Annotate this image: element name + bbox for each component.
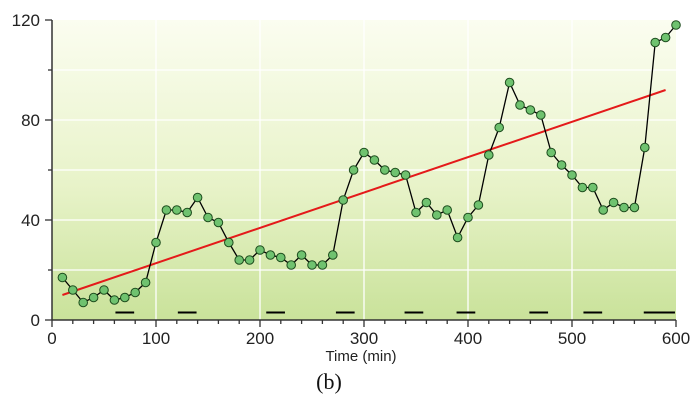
data-point — [328, 250, 338, 260]
data-point — [567, 170, 577, 180]
data-point — [307, 260, 317, 270]
data-point — [78, 297, 88, 308]
data-point — [234, 255, 244, 265]
data-point — [68, 285, 78, 295]
data-point — [442, 205, 453, 215]
data-point — [650, 37, 661, 48]
y-tick-label: 80 — [21, 111, 40, 130]
x-tick-label: 600 — [662, 329, 690, 348]
data-point — [140, 277, 151, 288]
data-point — [536, 110, 546, 120]
data-point — [494, 122, 505, 133]
figure-caption: (b) — [316, 369, 342, 394]
data-point — [504, 77, 515, 88]
data-point — [369, 155, 380, 165]
axes — [45, 19, 677, 327]
x-tick-label: 100 — [142, 329, 170, 348]
data-point — [577, 182, 588, 193]
data-point — [244, 255, 255, 265]
data-point — [515, 100, 525, 110]
x-tick-label: 200 — [246, 329, 274, 348]
data-point — [276, 252, 286, 263]
data-point — [120, 292, 130, 303]
data-point — [213, 217, 224, 228]
data-point — [432, 210, 442, 220]
x-tick-label: 500 — [558, 329, 586, 348]
data-point — [286, 260, 297, 270]
data-point — [640, 142, 650, 153]
data-point — [161, 205, 172, 215]
data-point — [57, 272, 68, 283]
data-point — [265, 250, 276, 260]
data-point — [317, 260, 328, 270]
data-point — [525, 105, 536, 115]
y-tick-label: 0 — [31, 311, 40, 330]
grid-lines — [52, 20, 676, 320]
data-point — [619, 202, 629, 213]
tick-labels: 0 40 80 120 0 100 200 300 400 500 600 — [12, 11, 691, 348]
trend-line — [62, 89, 666, 296]
data-point — [182, 207, 192, 218]
y-tick-label: 40 — [21, 211, 40, 230]
data-point — [151, 237, 161, 248]
y-tick-label: 120 — [12, 11, 40, 30]
data-point — [473, 200, 484, 210]
data-point — [452, 232, 463, 243]
data-point — [348, 165, 359, 175]
data-point — [400, 170, 411, 180]
data-point — [172, 205, 182, 215]
data-point — [109, 295, 120, 305]
data-point — [130, 287, 140, 298]
data-point — [203, 212, 213, 223]
data-point — [556, 160, 567, 170]
data-point — [546, 147, 557, 158]
data-point — [390, 167, 401, 178]
data-point — [359, 147, 369, 158]
x-tick-label: 400 — [454, 329, 482, 348]
data-point — [588, 182, 598, 193]
data-point — [338, 195, 349, 205]
data-point — [88, 292, 99, 303]
data-point — [411, 207, 421, 218]
data-point — [660, 32, 671, 43]
data-point — [192, 192, 203, 203]
data-point — [463, 212, 473, 223]
x-axis-title: Time (min) — [325, 348, 396, 365]
data-series — [57, 20, 681, 308]
data-point — [608, 197, 619, 208]
data-point — [629, 202, 640, 213]
data-point — [296, 250, 307, 260]
data-point — [421, 197, 432, 208]
data-point — [380, 165, 390, 175]
data-point — [598, 205, 609, 215]
data-point — [224, 237, 234, 248]
trend-line-segment — [62, 89, 666, 296]
data-point — [99, 285, 109, 295]
x-tick-label: 0 — [47, 329, 56, 348]
data-point — [484, 150, 494, 160]
data-point — [255, 245, 265, 255]
data-point — [671, 20, 681, 30]
x-tick-label: 300 — [350, 329, 378, 348]
